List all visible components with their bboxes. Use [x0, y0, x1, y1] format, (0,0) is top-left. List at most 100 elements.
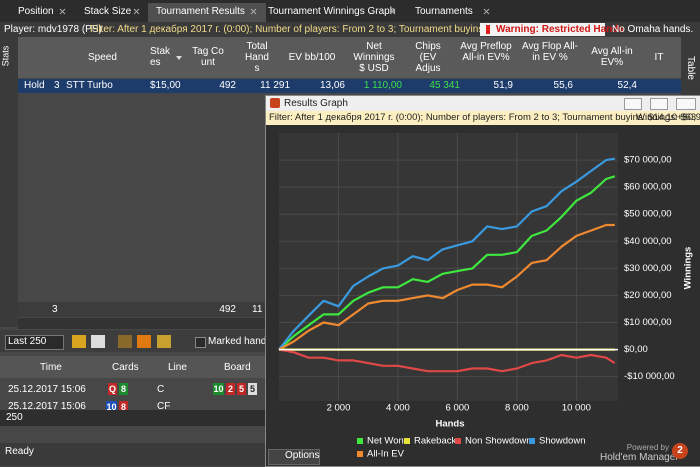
brand-logo: 2	[672, 443, 688, 459]
table-row[interactable]	[18, 79, 681, 93]
column-header[interactable]: Avg Flop All-in EV %	[522, 41, 578, 63]
tool-button[interactable]	[157, 335, 171, 348]
tab[interactable]: Stack Size	[84, 6, 132, 17]
tab[interactable]: Tournaments	[415, 6, 473, 17]
series-line	[278, 157, 615, 351]
legend-label: All-In EV	[367, 449, 405, 460]
x-axis-label: Hands	[435, 419, 464, 430]
cell: $15,00	[150, 80, 181, 91]
cell: STT	[66, 80, 85, 91]
range[interactable]: Last 250	[8, 336, 47, 347]
cell: Turbo	[87, 80, 113, 91]
tool-button[interactable]	[72, 335, 86, 348]
hand-row-clip: 25.12.2017 15:06 10 8 CF	[0, 401, 266, 410]
results-chart: Hands Winnings -$10 000,00 $0,00 $10 000,0…	[278, 133, 694, 460]
graph-winnings: Winnings: $63	[636, 112, 697, 123]
column-header[interactable]: Speed	[88, 52, 117, 63]
window-title: Results Graph	[284, 98, 348, 109]
hand-list-header	[0, 356, 266, 378]
active-tab[interactable]	[148, 3, 266, 22]
y-tick-label: $50 000,00	[624, 209, 672, 220]
note: No Omaha hands.	[612, 24, 694, 35]
column-header[interactable]: Cards	[112, 362, 139, 373]
scrollbar[interactable]	[18, 318, 268, 329]
column-header[interactable]: Board	[224, 362, 251, 373]
column-header[interactable]: Time	[40, 362, 62, 373]
footer-cell: 492	[219, 304, 236, 315]
card: 2	[226, 383, 235, 395]
cell: Hold	[24, 80, 45, 91]
y-tick-label: $20 000,00	[624, 290, 672, 301]
cell: 52,4	[617, 80, 637, 91]
card: 5	[248, 383, 257, 395]
column-header[interactable]: Net Winnings $ USD	[353, 41, 395, 74]
legend-swatch	[357, 451, 363, 457]
cell: 13,06	[319, 80, 345, 91]
card: Q	[108, 383, 117, 395]
legend-swatch	[404, 438, 410, 444]
column-header[interactable]: IT	[654, 52, 664, 63]
cell: 45 341	[429, 80, 460, 91]
tool-button[interactable]	[118, 335, 132, 348]
options[interactable]: Options	[285, 450, 320, 461]
legend-swatch	[529, 438, 535, 444]
y-tick-label: $40 000,00	[624, 236, 672, 247]
series-line	[278, 348, 616, 373]
status: Ready	[5, 446, 34, 457]
legend-label: Showdown	[539, 436, 585, 447]
x-tick-label: 8 000	[505, 403, 529, 414]
tool-button[interactable]	[137, 335, 151, 348]
graph-filter: Filter: After 1 декабря 2017 г. (0:00); …	[269, 112, 700, 123]
column-header[interactable]: Avg Preflop All-in EV%	[460, 41, 512, 63]
cell: 55,6	[553, 80, 573, 91]
maximize-button[interactable]	[650, 98, 668, 110]
column-header[interactable]: Line	[168, 362, 187, 373]
hand-count: 250	[6, 412, 23, 423]
column-header[interactable]: Total Hands	[245, 41, 269, 74]
status-bar	[0, 443, 266, 466]
tab[interactable]: Tournament Winnings Graph	[268, 6, 396, 17]
plot-area	[279, 133, 618, 401]
y-tick-label: $70 000,00	[624, 155, 672, 166]
hand-line: CF	[157, 401, 171, 410]
tab[interactable]: Tournament Results	[156, 6, 245, 17]
column-header[interactable]: Stakes	[150, 46, 171, 68]
side-panel	[681, 37, 700, 97]
sort-arrow	[176, 56, 182, 60]
footer-cell: 3	[52, 304, 58, 315]
side-tab[interactable]: Table	[684, 56, 696, 80]
side-panel	[0, 37, 18, 327]
tab[interactable]: Position	[18, 6, 54, 17]
legend-swatch	[357, 438, 363, 444]
hand-line: C	[157, 384, 165, 395]
side-tab[interactable]: Stats	[0, 45, 11, 67]
window-titlebar	[266, 96, 700, 111]
column-header[interactable]: Avg All-in EV%	[591, 46, 633, 68]
range-select[interactable]	[5, 335, 64, 350]
options-button[interactable]	[268, 449, 320, 465]
x-tick-label: 2 000	[327, 403, 351, 414]
warning-box	[480, 23, 605, 36]
footer-cell: 11	[252, 304, 263, 315]
close-button[interactable]	[676, 98, 696, 110]
minimize-button[interactable]	[624, 98, 642, 110]
tool-button[interactable]	[91, 335, 105, 348]
column-header[interactable]: EV bb/100	[288, 52, 336, 63]
x-tick-label: 6 000	[446, 403, 470, 414]
x-tick-label: 4 000	[386, 403, 410, 414]
warning-icon	[486, 25, 490, 34]
column-header[interactable]: Tag Count	[192, 46, 224, 68]
count-box	[0, 410, 266, 426]
marked-label[interactable]: Marked hands	[208, 336, 272, 347]
checkbox[interactable]	[195, 337, 206, 348]
filter: Filter: After 1 декабря 2017 г. (0:00); …	[90, 24, 551, 35]
cell: 51,9	[493, 80, 513, 91]
column-header[interactable]: Chips (EV Adjus	[415, 41, 441, 74]
legend-label: Non Showdown	[465, 436, 532, 447]
y-tick-label: -$10 000,00	[624, 371, 675, 382]
y-axis-label: Winnings	[683, 247, 694, 290]
cell: 11 291	[260, 80, 290, 91]
graph-filter-bar: Filter: After 1 декабря 2017 г. (0:00); …	[266, 111, 700, 125]
legend-swatch	[455, 438, 461, 444]
